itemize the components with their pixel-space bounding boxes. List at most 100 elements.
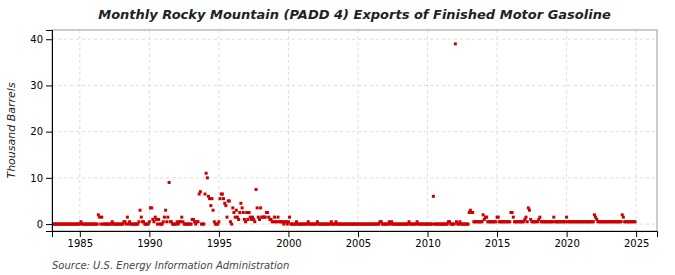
point [228, 199, 231, 202]
grid-line [636, 30, 637, 231]
point [454, 42, 457, 45]
tick-label: 2005 [346, 238, 371, 249]
point [190, 223, 193, 226]
tick-label: 2015 [485, 238, 510, 249]
point [508, 220, 511, 223]
point [209, 204, 212, 207]
tick: 2020 [554, 231, 579, 249]
tick-label: 10 [30, 173, 43, 184]
point [471, 211, 474, 214]
grid-line [497, 30, 498, 231]
point [199, 190, 202, 193]
point [512, 216, 515, 219]
chart: 1985 1990 1995 2000 2005 2010 2015 2020 2025 0 10 2… [0, 0, 675, 275]
point [164, 209, 167, 212]
point [288, 216, 291, 219]
point [242, 211, 245, 214]
point [197, 220, 200, 223]
point [248, 211, 251, 214]
grid-line [149, 30, 150, 231]
point [126, 216, 129, 219]
point [140, 216, 143, 219]
point [210, 197, 213, 200]
tick-label: 40 [30, 34, 43, 45]
point [230, 223, 233, 226]
y-axis: 0 10 20 30 40 [30, 31, 52, 232]
grid-line [52, 177, 657, 178]
point [485, 216, 488, 219]
tick-label: 1990 [137, 238, 162, 249]
points [52, 42, 637, 225]
point [224, 204, 227, 207]
tick-label: 2020 [554, 238, 579, 249]
point [203, 193, 206, 196]
tick-mark [219, 231, 220, 237]
title: Monthly Rocky Mountain (PADD 4) Exports … [98, 7, 611, 22]
point [622, 216, 625, 219]
grid-line [52, 131, 657, 132]
point [163, 216, 166, 219]
tick: 2025 [624, 231, 649, 249]
point [168, 181, 171, 184]
tick-mark [46, 132, 52, 133]
point [166, 216, 169, 219]
tick: 40 [30, 34, 52, 45]
tick-mark [567, 231, 568, 237]
grid-line [218, 30, 219, 231]
axis-line [46, 31, 53, 232]
point [264, 216, 267, 219]
tick-label: 30 [30, 80, 43, 91]
tick: 20 [30, 126, 52, 137]
point [266, 211, 269, 214]
tick-label: 2000 [276, 238, 301, 249]
axis-line [53, 232, 658, 238]
tick-label: 2025 [624, 238, 649, 249]
grid-line [566, 30, 567, 231]
point [157, 218, 160, 221]
tick: 10 [30, 173, 52, 184]
point [96, 223, 99, 226]
tick-label: 2010 [415, 238, 440, 249]
grid-line [52, 224, 657, 225]
point [212, 209, 215, 212]
point [634, 220, 637, 223]
tick: 1985 [68, 231, 93, 249]
tick: 2005 [346, 231, 371, 249]
point [620, 220, 623, 223]
point [238, 211, 241, 214]
tick-mark [358, 231, 359, 237]
point [552, 216, 555, 219]
tick-mark [636, 231, 637, 237]
grid-line [357, 30, 358, 231]
point [497, 216, 500, 219]
point [592, 220, 595, 223]
tick-label: 1995 [207, 238, 232, 249]
tick-mark [46, 224, 52, 225]
tick-label: 0 [37, 219, 43, 230]
grid-line [52, 85, 657, 86]
point [237, 218, 240, 221]
grid-line [427, 30, 428, 231]
point [139, 209, 142, 212]
point [241, 206, 244, 209]
grid [52, 30, 657, 231]
tick-mark [80, 231, 81, 237]
grid-line [79, 30, 80, 231]
point [180, 216, 183, 219]
point [565, 216, 568, 219]
tick: 2010 [415, 231, 440, 249]
point [253, 220, 256, 223]
grid-line [52, 39, 657, 40]
point [538, 216, 541, 219]
point [150, 206, 153, 209]
point [206, 176, 209, 179]
grid-line [288, 30, 289, 231]
tick-mark [149, 231, 150, 237]
plot-frame [52, 30, 657, 231]
point [526, 220, 529, 223]
point [165, 220, 168, 223]
tick-mark [46, 178, 52, 179]
tick-mark [428, 231, 429, 237]
point [255, 188, 258, 191]
point [239, 202, 242, 205]
